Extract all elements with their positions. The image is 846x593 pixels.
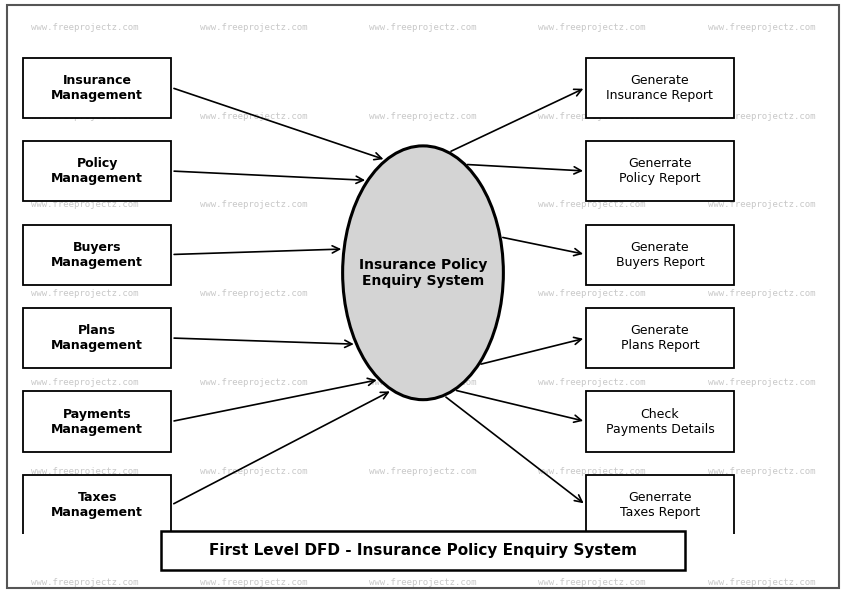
Text: www.freeprojectz.com: www.freeprojectz.com [30,200,139,209]
Text: Buyers
Management: Buyers Management [52,241,143,269]
Text: Policy
Management: Policy Management [52,157,143,185]
Text: www.freeprojectz.com: www.freeprojectz.com [707,378,816,387]
FancyBboxPatch shape [24,58,171,117]
Text: www.freeprojectz.com: www.freeprojectz.com [369,111,477,121]
Text: Insurance
Management: Insurance Management [52,74,143,101]
Text: www.freeprojectz.com: www.freeprojectz.com [30,23,139,32]
Text: Insurance Policy
Enquiry System: Insurance Policy Enquiry System [359,258,487,288]
Text: www.freeprojectz.com: www.freeprojectz.com [538,578,646,587]
Text: www.freeprojectz.com: www.freeprojectz.com [200,111,308,121]
FancyBboxPatch shape [24,308,171,368]
Text: www.freeprojectz.com: www.freeprojectz.com [369,378,477,387]
Text: www.freeprojectz.com: www.freeprojectz.com [30,111,139,121]
Text: www.freeprojectz.com: www.freeprojectz.com [30,578,139,587]
FancyBboxPatch shape [585,475,733,535]
FancyBboxPatch shape [585,308,733,368]
Text: www.freeprojectz.com: www.freeprojectz.com [30,378,139,387]
Text: www.freeprojectz.com: www.freeprojectz.com [200,23,308,32]
Text: www.freeprojectz.com: www.freeprojectz.com [200,467,308,476]
Text: www.freeprojectz.com: www.freeprojectz.com [707,23,816,32]
Text: www.freeprojectz.com: www.freeprojectz.com [538,23,646,32]
Text: Generrate
Policy Report: Generrate Policy Report [619,157,700,185]
Text: www.freeprojectz.com: www.freeprojectz.com [200,378,308,387]
Text: www.freeprojectz.com: www.freeprojectz.com [707,467,816,476]
Text: www.freeprojectz.com: www.freeprojectz.com [707,578,816,587]
Text: First Level DFD - Insurance Policy Enquiry System: First Level DFD - Insurance Policy Enqui… [209,543,637,558]
Text: www.freeprojectz.com: www.freeprojectz.com [538,289,646,298]
FancyBboxPatch shape [585,391,733,451]
Text: www.freeprojectz.com: www.freeprojectz.com [200,578,308,587]
Text: www.freeprojectz.com: www.freeprojectz.com [369,289,477,298]
FancyBboxPatch shape [24,141,171,201]
Text: Generrate
Taxes Report: Generrate Taxes Report [620,491,700,519]
FancyBboxPatch shape [585,141,733,201]
Text: www.freeprojectz.com: www.freeprojectz.com [200,200,308,209]
Text: www.freeprojectz.com: www.freeprojectz.com [538,200,646,209]
Text: www.freeprojectz.com: www.freeprojectz.com [200,289,308,298]
Text: www.freeprojectz.com: www.freeprojectz.com [369,200,477,209]
Text: Payments
Management: Payments Management [52,407,143,435]
Text: Plans
Management: Plans Management [52,324,143,352]
Text: www.freeprojectz.com: www.freeprojectz.com [707,289,816,298]
Text: www.freeprojectz.com: www.freeprojectz.com [30,467,139,476]
Text: www.freeprojectz.com: www.freeprojectz.com [369,578,477,587]
Text: www.freeprojectz.com: www.freeprojectz.com [538,467,646,476]
Text: www.freeprojectz.com: www.freeprojectz.com [707,200,816,209]
FancyBboxPatch shape [24,391,171,451]
Text: www.freeprojectz.com: www.freeprojectz.com [538,111,646,121]
Text: Generate
Insurance Report: Generate Insurance Report [607,74,713,101]
FancyBboxPatch shape [585,58,733,117]
FancyBboxPatch shape [24,225,171,285]
FancyBboxPatch shape [585,225,733,285]
Text: www.freeprojectz.com: www.freeprojectz.com [30,289,139,298]
FancyBboxPatch shape [24,475,171,535]
Text: www.freeprojectz.com: www.freeprojectz.com [369,467,477,476]
Text: Generate
Plans Report: Generate Plans Report [621,324,699,352]
Text: www.freeprojectz.com: www.freeprojectz.com [369,23,477,32]
Text: Check
Payments Details: Check Payments Details [606,407,714,435]
Text: www.freeprojectz.com: www.freeprojectz.com [538,378,646,387]
Text: www.freeprojectz.com: www.freeprojectz.com [707,111,816,121]
FancyBboxPatch shape [161,531,685,570]
Ellipse shape [343,146,503,400]
Text: Generate
Buyers Report: Generate Buyers Report [616,241,704,269]
Text: Taxes
Management: Taxes Management [52,491,143,519]
